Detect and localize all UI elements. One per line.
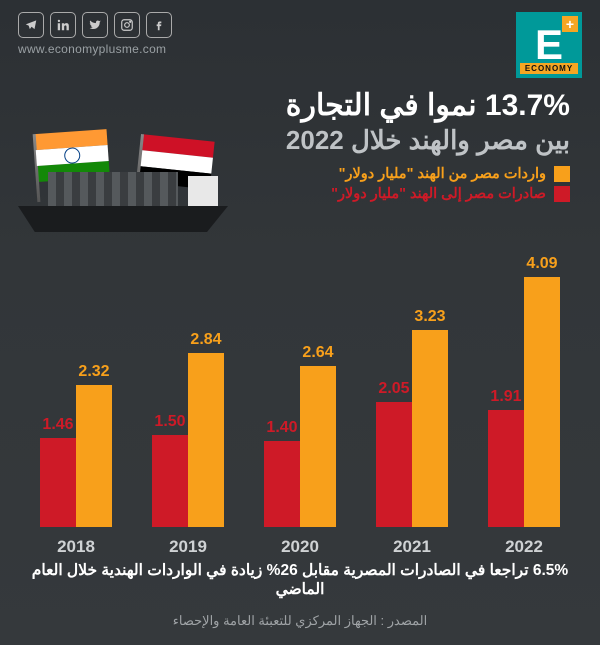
export-bar: 1.91 <box>488 410 524 527</box>
ship-hull <box>18 206 228 232</box>
logo: E + ECONOMY <box>516 12 582 78</box>
year-group: 1.462.322018 <box>20 267 132 557</box>
telegram-icon <box>18 12 44 38</box>
ship-containers <box>48 172 178 206</box>
export-value: 1.46 <box>42 416 73 434</box>
year-group: 2.053.232021 <box>356 267 468 557</box>
legend-swatch-imports <box>554 166 570 182</box>
import-value: 2.32 <box>78 363 109 381</box>
export-bar: 1.50 <box>152 435 188 527</box>
social-column: www.economyplusme.com <box>18 12 172 56</box>
legend-swatch-exports <box>554 186 570 202</box>
year-group: 1.914.09 2022 <box>468 267 580 557</box>
export-value: 2.05 <box>378 380 409 398</box>
import-value: 2.64 <box>302 344 333 362</box>
legend-label-imports: واردات مصر من الهند "مليار دولار" <box>339 166 546 182</box>
headline-line1: 13.7% نموا في التجارة <box>0 88 570 123</box>
ship-bridge <box>188 176 218 206</box>
export-value: 1.40 <box>266 419 297 437</box>
facebook-icon <box>146 12 172 38</box>
source-note: المصدر : الجهاز المركزي للتعبئة العامة و… <box>0 613 600 629</box>
logo-band: ECONOMY <box>520 63 578 74</box>
logo-letter: E <box>535 21 563 69</box>
year-label: 2022 <box>505 537 543 557</box>
twitter-icon <box>82 12 108 38</box>
export-bar: 1.40 <box>264 441 300 527</box>
legend-label-exports: صادرات مصر إلى الهند "مليار دولار" <box>331 186 546 202</box>
subtitle: 6.5% تراجعا في الصادرات المصرية مقابل 26… <box>0 561 600 599</box>
import-bar: 2.84 <box>188 353 224 527</box>
year-label: 2020 <box>281 537 319 557</box>
import-bar: 4.09 <box>524 277 560 527</box>
logo-plus-icon: + <box>562 16 578 32</box>
import-bar: 2.64 <box>300 366 336 527</box>
header: www.economyplusme.com E + ECONOMY <box>0 0 600 78</box>
export-value: 1.91 <box>490 388 521 406</box>
website-url: www.economyplusme.com <box>18 42 166 56</box>
bar-chart: 1.462.3220181.502.8420191.402.6420202.05… <box>20 262 580 557</box>
import-bar: 3.23 <box>412 330 448 527</box>
export-value: 1.50 <box>154 413 185 431</box>
social-row <box>18 12 172 38</box>
year-group: 1.502.842019 <box>132 267 244 557</box>
linkedin-icon <box>50 12 76 38</box>
year-label: 2019 <box>169 537 207 557</box>
instagram-icon <box>114 12 140 38</box>
year-group: 1.402.642020 <box>244 267 356 557</box>
export-bar: 2.05 <box>376 402 412 527</box>
import-value: 3.23 <box>414 308 445 326</box>
import-bar: 2.32 <box>76 385 112 527</box>
year-label: 2021 <box>393 537 431 557</box>
import-value: 2.84 <box>190 331 221 349</box>
import-value: 4.09 <box>526 255 557 273</box>
ship-illustration <box>18 134 248 244</box>
year-label: 2018 <box>57 537 95 557</box>
export-bar: 1.46 <box>40 438 76 527</box>
